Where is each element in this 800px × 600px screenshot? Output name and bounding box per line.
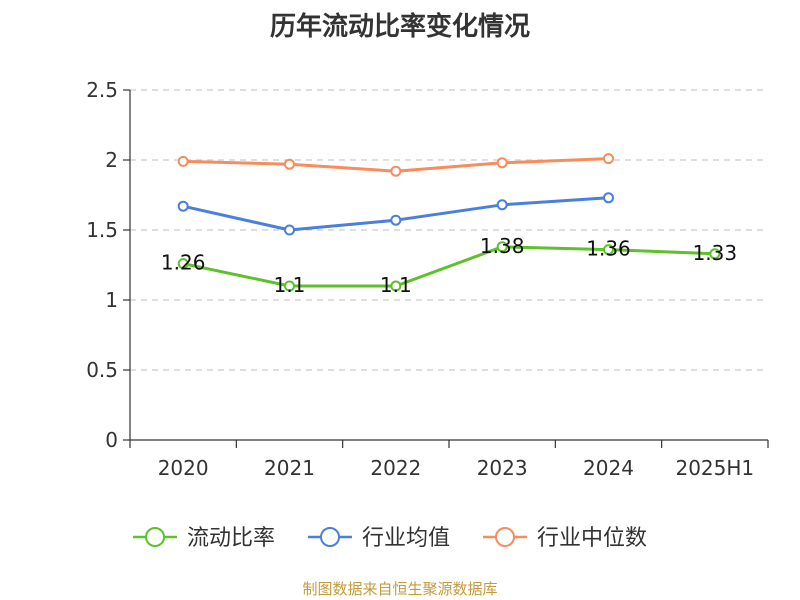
legend-item[interactable]: 流动比率 [133, 526, 275, 551]
legend-item[interactable]: 行业中位数 [483, 526, 647, 551]
axes: 0 0.5 1 1.5 2 2.5 2020 2021 2022 2023 2024 2025H1 [86, 78, 769, 480]
chart-title: 历年流动比率变化情况 [269, 12, 530, 42]
data-point [603, 192, 614, 204]
data-point [284, 158, 295, 170]
data-label: 1.26 [161, 251, 206, 275]
legend-label: 行业均值 [362, 526, 450, 551]
legend-item[interactable]: 行业均值 [308, 526, 450, 551]
y-tick-label: 0 [105, 428, 118, 452]
data-label: 1.1 [380, 273, 412, 297]
x-tick-label: 2023 [477, 456, 528, 480]
data-point [284, 224, 295, 236]
x-tick-label: 2024 [583, 456, 634, 480]
data-point [390, 214, 402, 226]
source-footer: 制图数据来自恒生聚源数据库 [302, 580, 498, 598]
legend-marker-icon [320, 527, 340, 547]
data-point [284, 280, 295, 292]
data-point [177, 258, 189, 270]
legend-marker-icon [495, 527, 515, 547]
data-label: 1.33 [693, 241, 738, 265]
data-point [603, 244, 614, 256]
series-lines [177, 153, 721, 292]
x-tick-label: 2022 [370, 456, 421, 480]
series-line [182, 245, 715, 288]
grid-lines [130, 89, 768, 371]
data-label: 1.36 [586, 237, 631, 261]
legend-label: 流动比率 [187, 526, 275, 551]
data-point [496, 199, 508, 211]
data-label: 1.1 [274, 273, 306, 297]
y-tick-label: 2 [105, 148, 118, 172]
legend-marker-icon [145, 527, 165, 547]
data-label: 1.38 [480, 234, 525, 258]
x-tick-label: 2025H1 [675, 456, 754, 480]
y-tick-label: 2.5 [86, 78, 118, 102]
x-tick-label: 2021 [264, 456, 315, 480]
data-point [709, 248, 721, 260]
data-point [390, 280, 402, 292]
data-point [496, 241, 508, 253]
y-tick-label: 1.5 [86, 218, 118, 242]
y-tick-label: 0.5 [86, 358, 118, 382]
y-tick-label: 1 [105, 288, 118, 312]
data-point [177, 200, 189, 212]
data-point [603, 153, 614, 165]
legend[interactable]: 流动比率 行业均值 行业中位数 [133, 526, 647, 551]
data-point [177, 155, 189, 167]
data-labels: 1.26 1.1 1.1 1.38 1.36 1.33 [161, 234, 737, 297]
data-point [390, 165, 402, 177]
legend-label: 行业中位数 [537, 526, 647, 551]
x-tick-label: 2020 [158, 456, 209, 480]
data-point [496, 157, 508, 169]
